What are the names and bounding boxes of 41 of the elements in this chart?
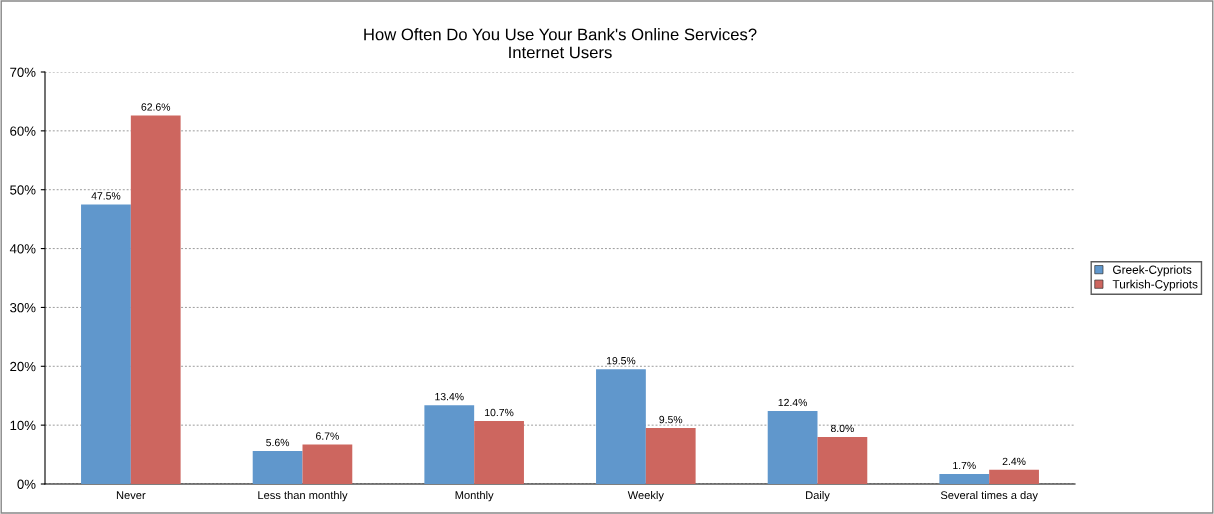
y-tick-label: 40% xyxy=(9,244,36,254)
bar xyxy=(81,204,131,484)
bar xyxy=(130,115,181,484)
x-tick-label: Never xyxy=(116,491,146,500)
bar xyxy=(252,451,303,484)
data-label: 62.6% xyxy=(141,103,171,111)
data-label: 8.0% xyxy=(830,424,854,433)
x-tick-label: Less than monthly xyxy=(258,490,348,502)
bar xyxy=(989,469,1039,484)
y-tick-label: 0% xyxy=(17,479,36,489)
y-tick-label: 60% xyxy=(10,126,36,136)
y-tick-label: 50% xyxy=(10,185,36,195)
bar xyxy=(817,436,868,484)
chart-title: How Often Do You Use Your Bank's Online Services? Internet Users xyxy=(364,28,757,59)
x-tick-label: Daily xyxy=(806,490,830,502)
bar xyxy=(596,369,646,484)
y-tick-label: 70% xyxy=(10,67,36,77)
y-tick-label: 10% xyxy=(10,420,36,431)
data-label: 19.5% xyxy=(606,357,636,365)
data-label: 9.5% xyxy=(659,415,683,424)
legend-label: Turkish-Cypriots xyxy=(1112,279,1198,291)
x-tick-label: Several times a day xyxy=(940,490,1038,502)
bar xyxy=(767,411,818,484)
data-label: 12.4% xyxy=(778,398,808,407)
x-tick-label: Weekly xyxy=(627,490,664,502)
bar xyxy=(424,405,475,484)
bar xyxy=(302,444,353,484)
y-tick-label: 20% xyxy=(10,361,36,372)
data-label: 5.6% xyxy=(266,438,290,447)
bar xyxy=(474,421,524,484)
data-label: 2.4% xyxy=(1002,457,1026,465)
data-label: 6.7% xyxy=(316,432,339,440)
x-tick-label: Monthly xyxy=(455,490,494,502)
data-label: 13.4% xyxy=(435,392,464,401)
y-tick-label: 30% xyxy=(10,303,36,313)
data-label: 1.7% xyxy=(953,461,976,470)
data-label: 47.5% xyxy=(91,192,121,200)
bar xyxy=(939,473,990,484)
data-label: 10.7% xyxy=(485,408,514,417)
legend-label: Greek-Cypriots xyxy=(1113,265,1192,277)
bar xyxy=(645,428,696,484)
